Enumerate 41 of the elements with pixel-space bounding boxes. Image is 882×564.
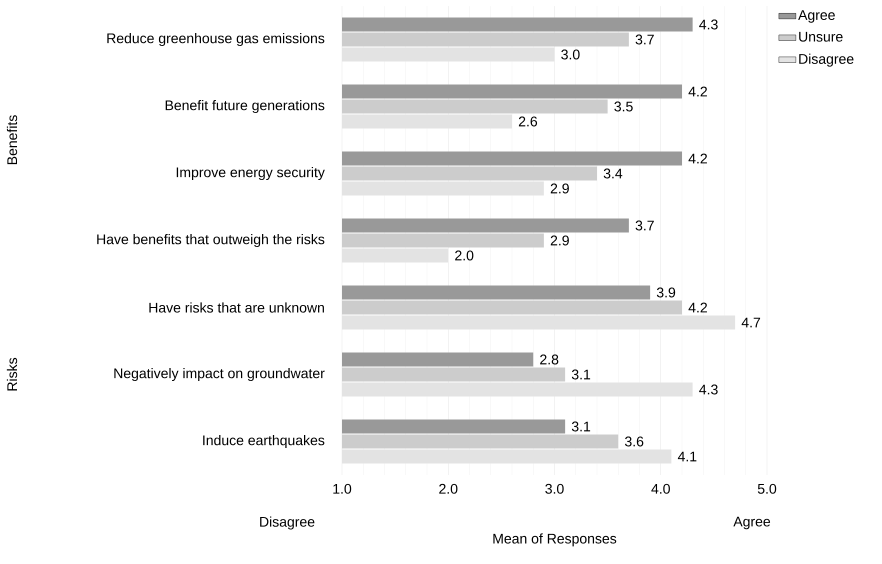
y-tick-label: Have benefits that outweigh the risks bbox=[97, 234, 324, 248]
data-label: 2.6 bbox=[518, 116, 538, 126]
data-label: 3.7 bbox=[636, 34, 654, 44]
text: Disagree bbox=[260, 516, 314, 530]
data-label: 2.9 bbox=[550, 184, 569, 194]
data-label: 4.1 bbox=[678, 452, 696, 462]
data-label: 3.1 bbox=[572, 422, 590, 432]
data-label: 3.9 bbox=[656, 288, 676, 298]
data-label: 3.6 bbox=[624, 436, 644, 446]
x-tick-label: 3.0 bbox=[545, 484, 564, 494]
data-label: 4.2 bbox=[688, 154, 707, 164]
y-tick-label: Negatively impact on groundwater bbox=[114, 368, 325, 382]
data-label: 3.4 bbox=[604, 168, 622, 178]
x-tick-label: 1.0 bbox=[333, 484, 352, 494]
text: Benefits bbox=[6, 115, 18, 164]
x-tick-label: 4.0 bbox=[651, 484, 670, 494]
y-tick-label: Induce earthquakes bbox=[203, 434, 324, 448]
data-label: 3.0 bbox=[561, 50, 580, 60]
x-tick-label: 2.0 bbox=[439, 484, 458, 494]
data-label: 4.3 bbox=[699, 20, 718, 30]
legend-label: Disagree bbox=[799, 54, 854, 67]
data-label: 3.7 bbox=[636, 220, 654, 230]
data-label: 2.9 bbox=[550, 236, 569, 246]
data-label: 2.0 bbox=[455, 250, 474, 260]
y-tick-label: Have risks that are unknown bbox=[149, 302, 324, 313]
data-label: 3.1 bbox=[572, 370, 590, 380]
text: Agree bbox=[733, 516, 770, 530]
legend-label: Agree bbox=[798, 10, 835, 23]
data-label: 4.2 bbox=[688, 86, 707, 96]
y-tick-label: Reduce greenhouse gas emissions bbox=[107, 32, 324, 46]
data-label: 4.7 bbox=[742, 318, 760, 328]
x-axis-title: Mean of Responses bbox=[493, 533, 616, 546]
y-tick-label: Benefit future generations bbox=[166, 100, 324, 114]
x-tick-label: 5.0 bbox=[758, 484, 776, 494]
text: Risks bbox=[6, 358, 18, 390]
data-label: 4.2 bbox=[688, 302, 707, 312]
data-label: 2.8 bbox=[540, 354, 558, 364]
data-label: 4.3 bbox=[699, 384, 718, 394]
y-tick-label: Improve energy security bbox=[176, 166, 325, 180]
data-label: 3.5 bbox=[614, 102, 633, 112]
legend-label: Unsure bbox=[799, 32, 843, 42]
